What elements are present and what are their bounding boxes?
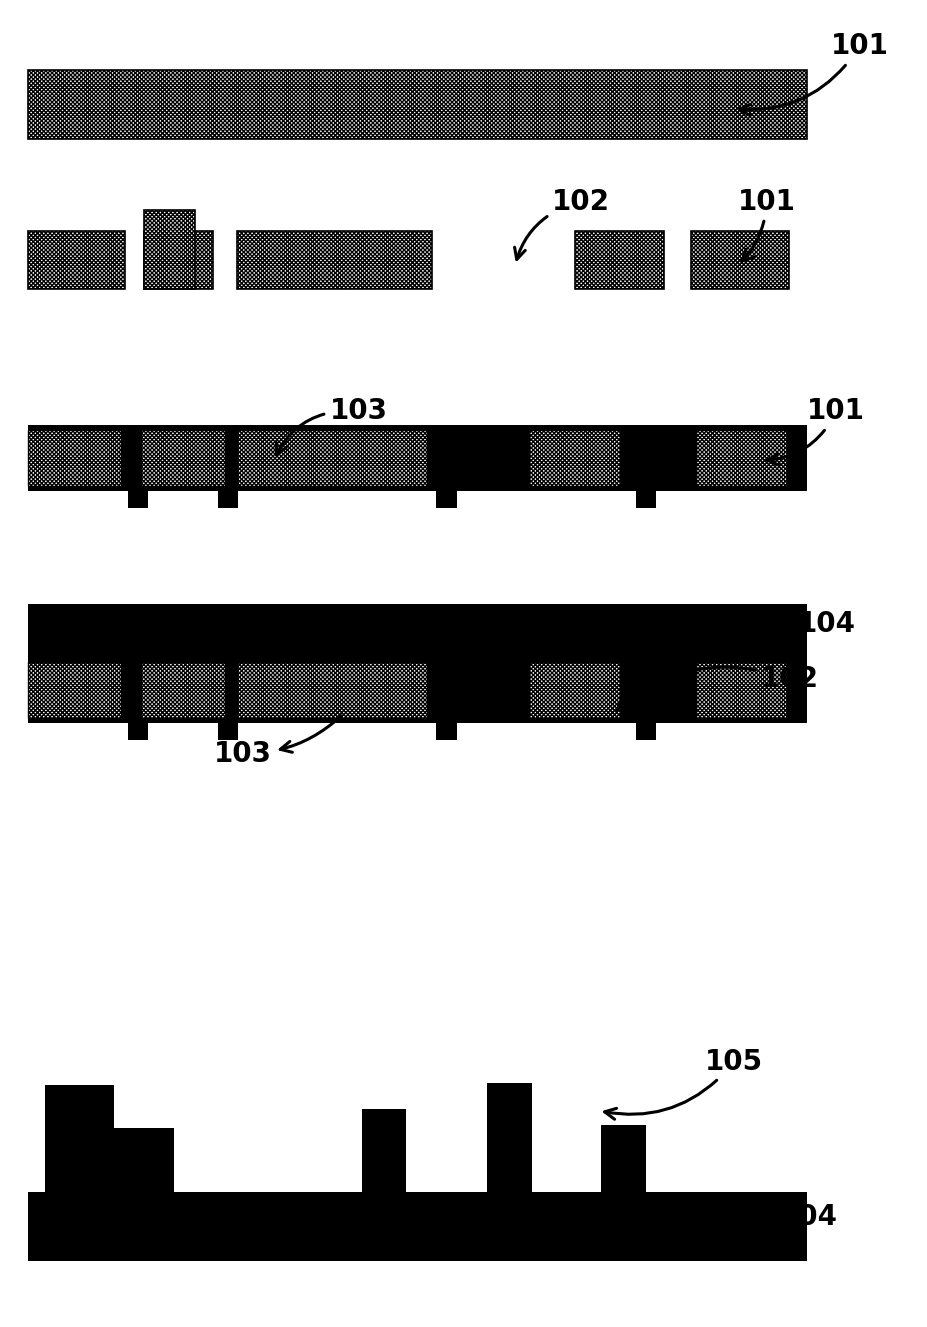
- Bar: [28, 604, 806, 657]
- Text: 105: 105: [604, 1047, 763, 1119]
- Bar: [236, 430, 426, 486]
- Bar: [28, 657, 806, 723]
- Bar: [635, 723, 655, 740]
- Bar: [695, 430, 786, 486]
- Bar: [44, 1128, 174, 1192]
- Text: 101: 101: [739, 32, 887, 115]
- Text: 101: 101: [767, 397, 864, 464]
- Bar: [141, 662, 224, 718]
- Bar: [28, 430, 121, 486]
- Text: 101: 101: [737, 187, 794, 261]
- Bar: [28, 425, 806, 491]
- Text: 102: 102: [514, 187, 610, 260]
- Bar: [44, 1085, 114, 1128]
- Bar: [691, 231, 788, 289]
- Bar: [128, 491, 148, 508]
- Bar: [128, 723, 148, 740]
- Bar: [28, 70, 806, 139]
- Bar: [528, 662, 619, 718]
- Bar: [436, 723, 456, 740]
- Bar: [144, 231, 213, 289]
- Bar: [575, 231, 663, 289]
- Text: 103: 103: [276, 397, 387, 455]
- Bar: [601, 1125, 645, 1192]
- Bar: [487, 1083, 531, 1192]
- Bar: [362, 1109, 406, 1192]
- Bar: [528, 430, 619, 486]
- Text: 104: 104: [728, 1202, 837, 1233]
- Bar: [141, 430, 224, 486]
- Bar: [28, 1192, 806, 1261]
- Bar: [236, 662, 426, 718]
- Bar: [28, 662, 121, 718]
- Text: 103: 103: [213, 715, 341, 768]
- Bar: [236, 231, 431, 289]
- Bar: [218, 723, 238, 740]
- Bar: [28, 231, 125, 289]
- Text: 104: 104: [736, 609, 856, 658]
- Bar: [695, 662, 786, 718]
- Bar: [218, 491, 238, 508]
- Bar: [436, 491, 456, 508]
- Bar: [144, 210, 195, 289]
- Text: 102: 102: [616, 665, 818, 710]
- Bar: [635, 491, 655, 508]
